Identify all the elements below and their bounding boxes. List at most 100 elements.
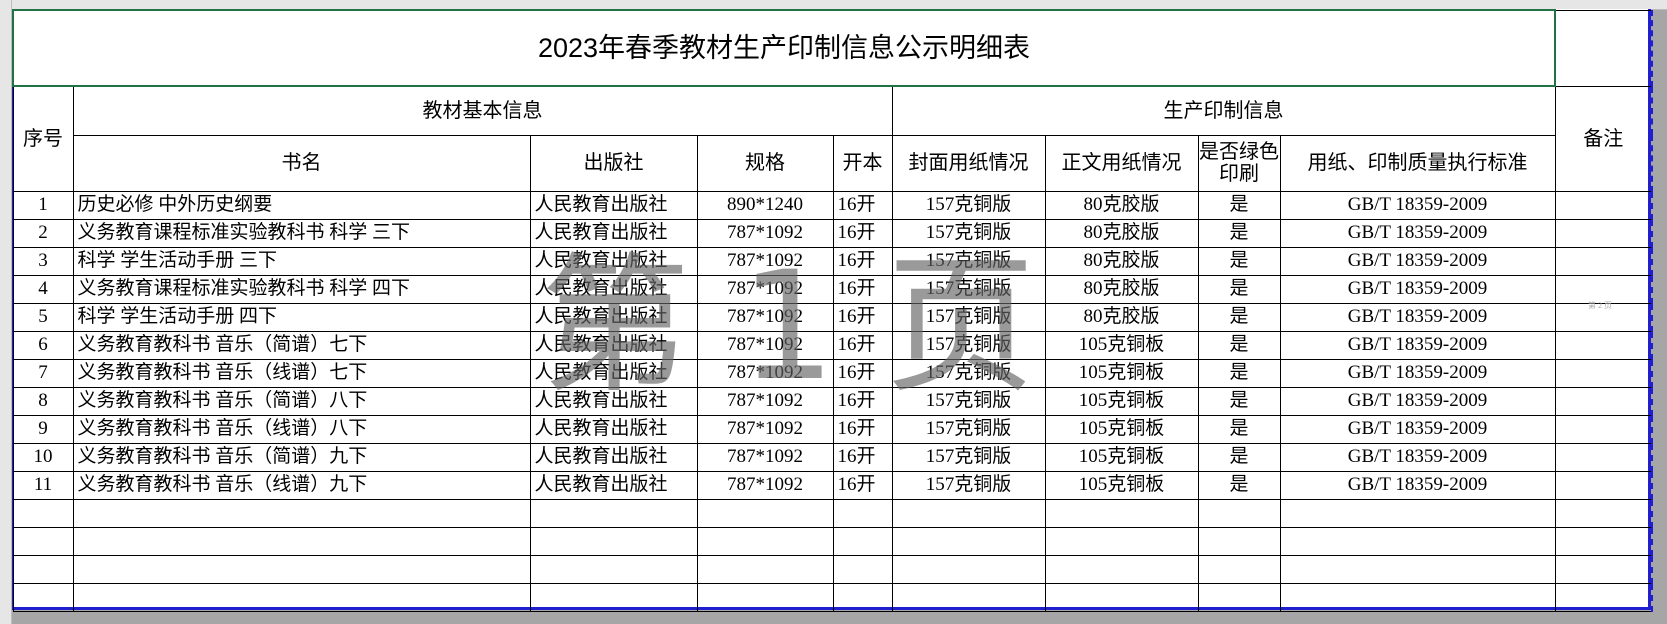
cell-spec[interactable]: 890*1240 xyxy=(696,190,834,220)
cell-publisher[interactable]: 人民教育出版社 xyxy=(529,442,698,472)
cell-spec[interactable]: 787*1092 xyxy=(696,386,834,416)
cell-book[interactable]: 历史必修 中外历史纲要 xyxy=(72,190,531,220)
cell-green-print[interactable]: 是 xyxy=(1197,386,1281,416)
empty-cell[interactable] xyxy=(1554,498,1653,528)
cell-publisher[interactable]: 人民教育出版社 xyxy=(529,218,698,248)
cell-remark[interactable] xyxy=(1554,218,1653,248)
cell-index[interactable]: 11 xyxy=(12,470,74,500)
empty-cell[interactable] xyxy=(72,582,531,612)
header-publisher[interactable]: 出版社 xyxy=(529,134,698,192)
empty-cell[interactable] xyxy=(1044,582,1199,612)
cell-cover-paper[interactable]: 157克铜版 xyxy=(891,246,1046,276)
empty-cell[interactable] xyxy=(832,526,893,556)
empty-cell[interactable] xyxy=(1044,498,1199,528)
cell-format[interactable]: 16开 xyxy=(832,358,893,388)
cell-cover-paper[interactable]: 157克铜版 xyxy=(891,330,1046,360)
header-cover-paper[interactable]: 封面用纸情况 xyxy=(891,134,1046,192)
cell-publisher[interactable]: 人民教育出版社 xyxy=(529,302,698,332)
cell-green-print[interactable]: 是 xyxy=(1197,274,1281,304)
empty-cell[interactable] xyxy=(12,582,74,612)
empty-cell[interactable] xyxy=(72,554,531,584)
cell-standard[interactable]: GB/T 18359-2009 xyxy=(1279,414,1556,444)
cell-green-print[interactable]: 是 xyxy=(1197,302,1281,332)
cell-remark[interactable] xyxy=(1554,246,1653,276)
group-header-basic[interactable]: 教材基本信息 xyxy=(72,85,893,136)
cell-remark[interactable] xyxy=(1554,470,1653,500)
cell-spec[interactable]: 787*1092 xyxy=(696,330,834,360)
cell-body-paper[interactable]: 80克胶版 xyxy=(1044,302,1199,332)
header-spec[interactable]: 规格 xyxy=(696,134,834,192)
empty-cell[interactable] xyxy=(1197,554,1281,584)
empty-cell[interactable] xyxy=(72,498,531,528)
header-index[interactable]: 序号 xyxy=(12,85,74,192)
cell-body-paper[interactable]: 105克铜板 xyxy=(1044,386,1199,416)
cell-index[interactable]: 4 xyxy=(12,274,74,304)
empty-cell[interactable] xyxy=(1279,526,1556,556)
cell-green-print[interactable]: 是 xyxy=(1197,246,1281,276)
header-body-paper[interactable]: 正文用纸情况 xyxy=(1044,134,1199,192)
cell-standard[interactable]: GB/T 18359-2009 xyxy=(1279,246,1556,276)
cell-remark[interactable] xyxy=(1554,414,1653,444)
header-book[interactable]: 书名 xyxy=(72,134,531,192)
empty-cell[interactable] xyxy=(529,582,698,612)
cell-body-paper[interactable]: 80克胶版 xyxy=(1044,246,1199,276)
cell-book[interactable]: 义务教育课程标准实验教科书 科学 三下 xyxy=(72,218,531,248)
cell-publisher[interactable]: 人民教育出版社 xyxy=(529,190,698,220)
cell-format[interactable]: 16开 xyxy=(832,386,893,416)
cell-publisher[interactable]: 人民教育出版社 xyxy=(529,470,698,500)
header-standard[interactable]: 用纸、印制质量执行标准 xyxy=(1279,134,1556,192)
empty-cell[interactable] xyxy=(696,498,834,528)
header-format[interactable]: 开本 xyxy=(832,134,893,192)
empty-cell[interactable] xyxy=(529,554,698,584)
cell-spec[interactable]: 787*1092 xyxy=(696,470,834,500)
empty-cell[interactable] xyxy=(12,498,74,528)
cell-spec[interactable]: 787*1092 xyxy=(696,358,834,388)
cell-green-print[interactable]: 是 xyxy=(1197,218,1281,248)
empty-cell[interactable] xyxy=(12,554,74,584)
cell-standard[interactable]: GB/T 18359-2009 xyxy=(1279,330,1556,360)
empty-cell[interactable] xyxy=(832,498,893,528)
cell-cover-paper[interactable]: 157克铜版 xyxy=(891,302,1046,332)
cell-book[interactable]: 义务教育教科书 音乐（简谱）七下 xyxy=(72,330,531,360)
cell-body-paper[interactable]: 105克铜板 xyxy=(1044,470,1199,500)
cell-cover-paper[interactable]: 157克铜版 xyxy=(891,274,1046,304)
cell-standard[interactable]: GB/T 18359-2009 xyxy=(1279,442,1556,472)
cell-index[interactable]: 10 xyxy=(12,442,74,472)
cell-cover-paper[interactable]: 157克铜版 xyxy=(891,358,1046,388)
cell-spec[interactable]: 787*1092 xyxy=(696,302,834,332)
cell-book[interactable]: 科学 学生活动手册 四下 xyxy=(72,302,531,332)
cell-book[interactable]: 义务教育教科书 音乐（线谱）九下 xyxy=(72,470,531,500)
cell-remark[interactable] xyxy=(1554,386,1653,416)
header-remark[interactable]: 备注 xyxy=(1554,85,1653,192)
empty-cell[interactable] xyxy=(1044,526,1199,556)
empty-cell[interactable] xyxy=(891,582,1046,612)
cell-cover-paper[interactable]: 157克铜版 xyxy=(891,190,1046,220)
empty-cell[interactable] xyxy=(1554,582,1653,612)
cell-cover-paper[interactable]: 157克铜版 xyxy=(891,414,1046,444)
cell-standard[interactable]: GB/T 18359-2009 xyxy=(1279,302,1556,332)
empty-cell[interactable] xyxy=(891,554,1046,584)
cell-cover-paper[interactable]: 157克铜版 xyxy=(891,470,1046,500)
cell-format[interactable]: 16开 xyxy=(832,274,893,304)
cell-spec[interactable]: 787*1092 xyxy=(696,414,834,444)
cell-standard[interactable]: GB/T 18359-2009 xyxy=(1279,386,1556,416)
remark-title-cell[interactable] xyxy=(1554,9,1653,87)
empty-cell[interactable] xyxy=(529,526,698,556)
row-header-bar[interactable] xyxy=(0,0,12,624)
group-header-production[interactable]: 生产印制信息 xyxy=(891,85,1556,136)
cell-body-paper[interactable]: 80克胶版 xyxy=(1044,218,1199,248)
empty-cell[interactable] xyxy=(1197,498,1281,528)
empty-cell[interactable] xyxy=(1279,582,1556,612)
cell-index[interactable]: 2 xyxy=(12,218,74,248)
cell-remark[interactable] xyxy=(1554,358,1653,388)
cell-format[interactable]: 16开 xyxy=(832,246,893,276)
cell-standard[interactable]: GB/T 18359-2009 xyxy=(1279,218,1556,248)
cell-remark[interactable] xyxy=(1554,274,1653,304)
cell-standard[interactable]: GB/T 18359-2009 xyxy=(1279,470,1556,500)
cell-index[interactable]: 5 xyxy=(12,302,74,332)
cell-standard[interactable]: GB/T 18359-2009 xyxy=(1279,190,1556,220)
cell-index[interactable]: 1 xyxy=(12,190,74,220)
cell-index[interactable]: 8 xyxy=(12,386,74,416)
empty-cell[interactable] xyxy=(696,526,834,556)
empty-cell[interactable] xyxy=(696,582,834,612)
